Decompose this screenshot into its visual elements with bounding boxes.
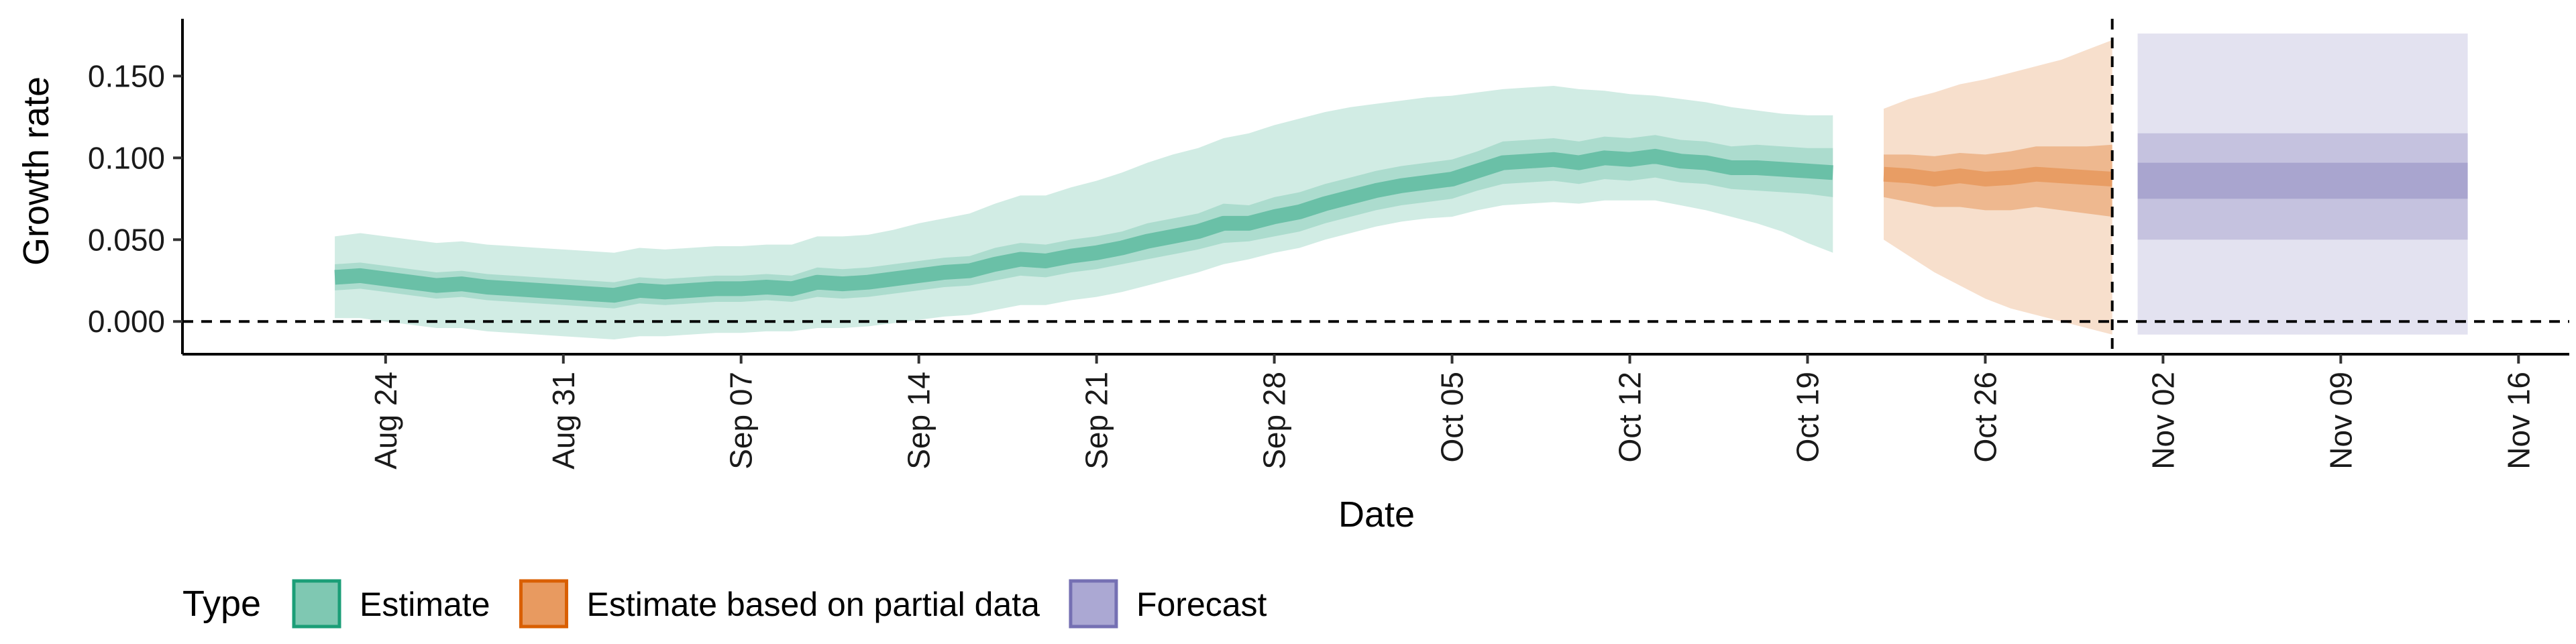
- legend-items: Estimate Estimate based on partial data Fo…: [292, 579, 1267, 629]
- legend-swatch: [1069, 579, 1118, 629]
- partial-ci50-band: [1884, 144, 2112, 217]
- legend: Type Estimate Estimate based on partial d…: [182, 579, 1267, 629]
- x-tick-label: Oct 26: [1968, 372, 2002, 463]
- forecast-ci30-band: [2137, 162, 2468, 199]
- legend-swatch: [292, 579, 341, 629]
- legend-title: Type: [182, 584, 261, 624]
- estimate-median-line: [334, 148, 1834, 303]
- x-tick-label: Sep 28: [1257, 372, 1292, 470]
- x-tick-label: Aug 24: [368, 372, 403, 470]
- legend-label: Estimate based on partial data: [587, 586, 1040, 623]
- x-tick-label: Sep 14: [902, 372, 936, 470]
- y-axis-title: Growth rate: [16, 76, 56, 266]
- x-ticks: Aug 24 Aug 31 Sep 07 Sep 14 Sep 21 Sep 28 Oct …: [368, 354, 2536, 470]
- forecast-ci90-band: [2137, 33, 2468, 335]
- plot-area: [182, 19, 2569, 354]
- estimate-ci50-band: [335, 135, 1833, 309]
- x-tick-label: Aug 31: [546, 372, 581, 470]
- x-tick-label: Oct 19: [1790, 372, 1825, 463]
- partial-median-line: [1883, 166, 2113, 186]
- y-tick-label: 0.150: [88, 58, 165, 93]
- y-tick-label: 0.050: [88, 222, 165, 257]
- partial-ci90-band: [1884, 40, 2112, 335]
- x-tick-label: Oct 05: [1435, 372, 1470, 463]
- y-tick-label: 0.100: [88, 140, 165, 175]
- x-tick-label: Nov 09: [2323, 372, 2358, 470]
- legend-swatch: [519, 579, 569, 629]
- x-tick-label: Oct 12: [1613, 372, 1648, 463]
- x-tick-label: Nov 16: [2501, 372, 2536, 470]
- legend-label: Estimate: [360, 586, 490, 623]
- forecast-ci60-band: [2137, 133, 2468, 240]
- x-axis-title: Date: [1338, 494, 1415, 535]
- estimate-ci90-band: [335, 86, 1833, 339]
- y-ticks: 0.000 0.050 0.100 0.150: [88, 58, 182, 339]
- y-tick-label: 0.000: [88, 304, 165, 339]
- legend-label: Forecast: [1136, 586, 1267, 623]
- x-tick-label: Sep 21: [1079, 372, 1114, 470]
- x-tick-label: Nov 02: [2145, 372, 2180, 470]
- axes: 0.000 0.050 0.100 0.150 Aug 24 Aug 31 Sep 07 S…: [16, 19, 2569, 535]
- x-tick-label: Sep 07: [724, 372, 759, 470]
